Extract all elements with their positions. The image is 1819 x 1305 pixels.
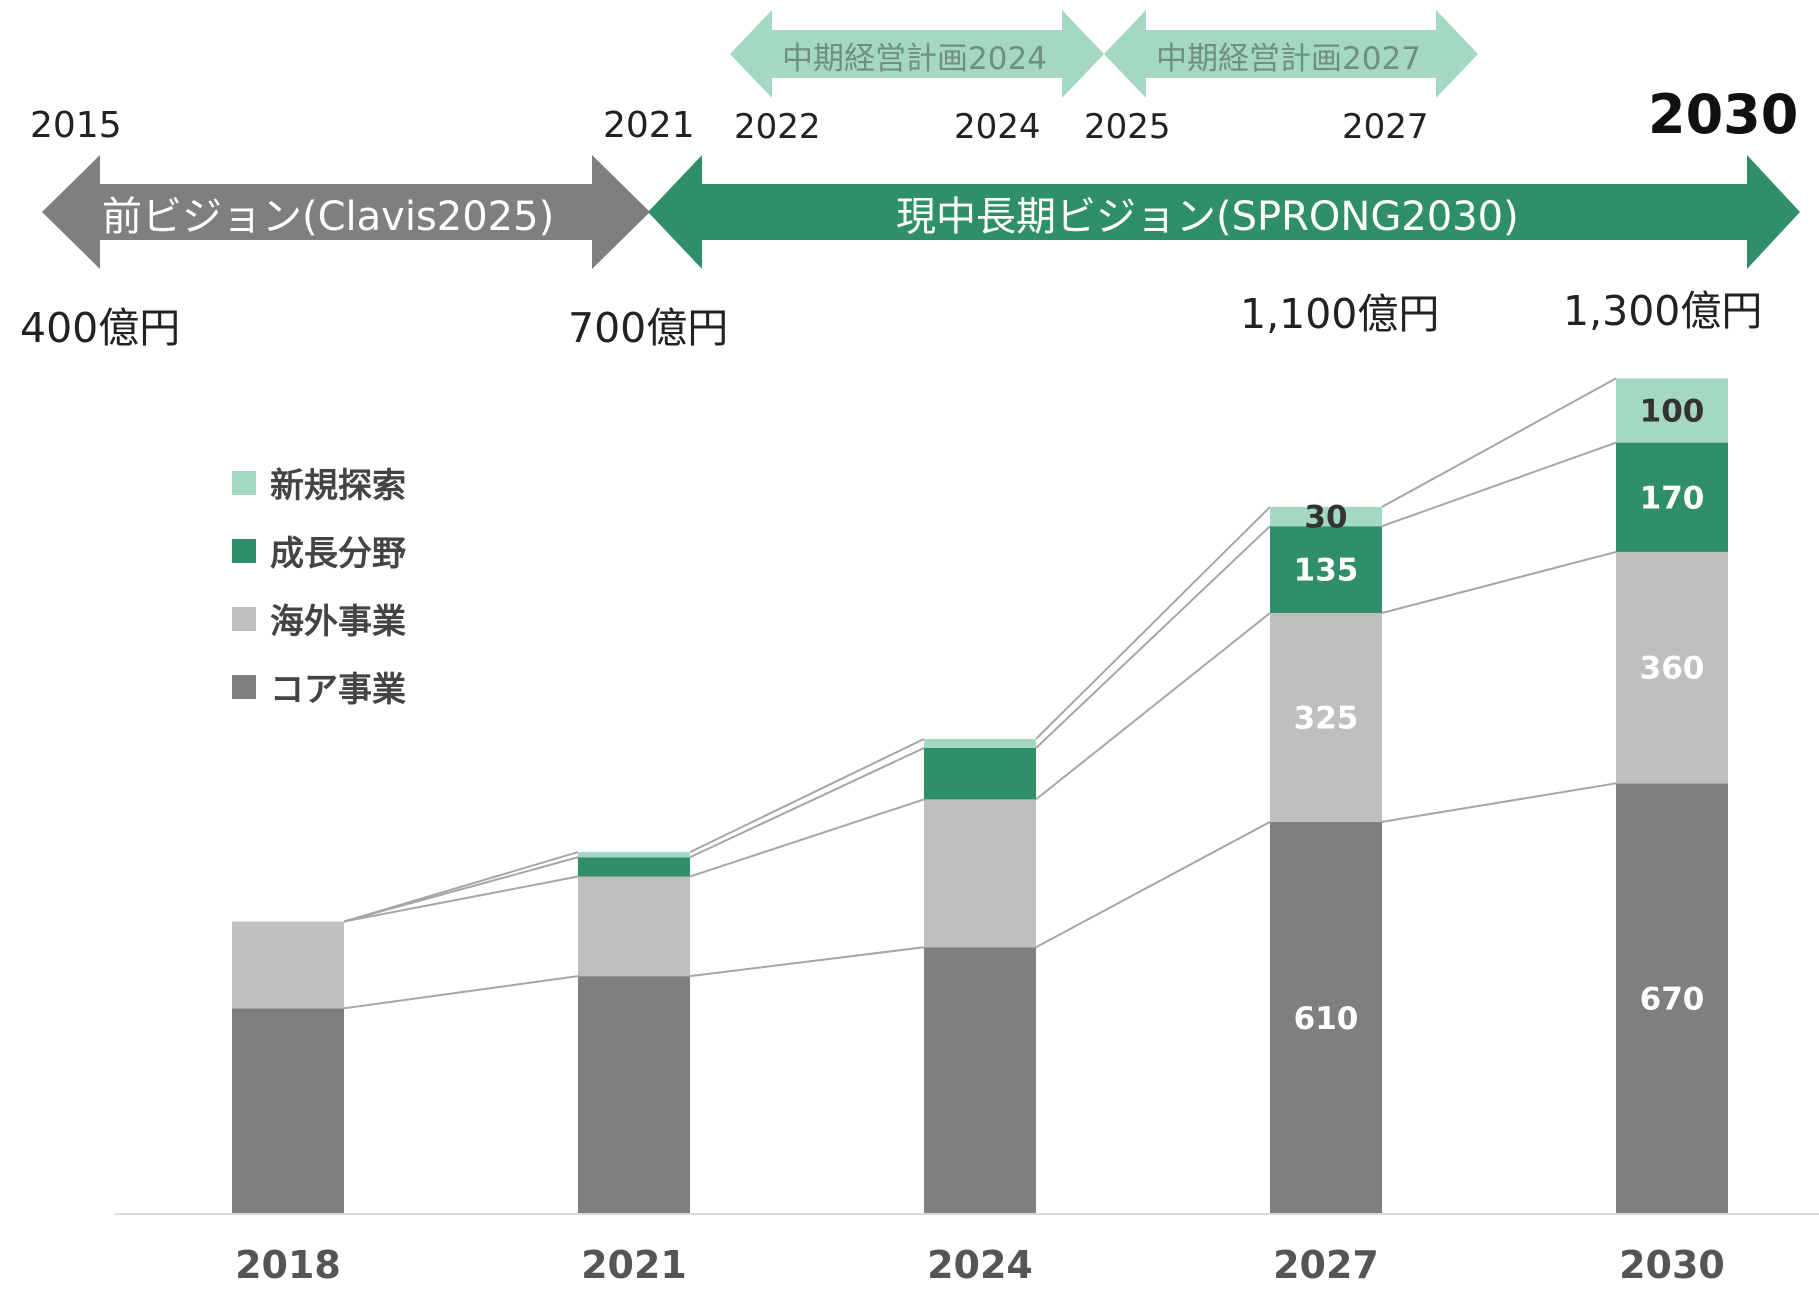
bar-core-2018 (232, 1008, 344, 1214)
x-axis-ticks: 2018 2021 2024 2027 2030 (235, 1243, 1725, 1287)
connector-new-2024 (1035, 506, 1271, 740)
legend-label: 海外事業 (270, 602, 406, 642)
legend-swatch (232, 606, 256, 631)
x-tick-2021: 2021 (581, 1243, 687, 1287)
value-label-growth-2030: 170 (1640, 480, 1705, 516)
bar-growth-2027 (1270, 526, 1382, 613)
connector-core-2027 (1381, 782, 1617, 823)
bar-core-2030 (1616, 783, 1728, 1214)
amount-2021: 700億円 (568, 304, 729, 352)
connector-core-2024 (1035, 821, 1271, 949)
bar-new-2021 (578, 852, 690, 858)
current-vision-label: 現中長期ビジョン(SPRONG2030) (896, 194, 1519, 240)
year-mid-label: 2021 (603, 105, 695, 146)
x-tick-2024: 2024 (927, 1243, 1033, 1287)
legend-item-growth: 成長分野 (232, 526, 406, 575)
year-end-label: 2030 (1648, 83, 1799, 146)
connector-growth-2021 (689, 747, 925, 859)
bar-core-2024 (924, 947, 1036, 1214)
connector-growth-2024 (1035, 525, 1271, 749)
bar-growth-2024 (924, 747, 1036, 800)
connector-core-2021 (689, 946, 925, 978)
value-label-growth-2027: 135 (1294, 553, 1359, 589)
value-labels: 610 325 135 30 670 360 170 100 (1294, 394, 1705, 1037)
bar-growth-2030 (1616, 442, 1728, 552)
amount-2030: 1,300億円 (1563, 287, 1763, 335)
current-vision-arrow (648, 155, 1800, 269)
bar-overseas-2021 (578, 876, 690, 977)
plan-2027-arrow (1104, 10, 1478, 98)
x-tick-2018: 2018 (235, 1243, 341, 1287)
previous-vision-label: 前ビジョン(Clavis2025) (102, 194, 555, 240)
plan-2027-label: 中期経営計画2027 (1156, 41, 1421, 77)
legend-item-core: コア事業 (232, 662, 406, 711)
bar-overseas-2018 (232, 921, 344, 1009)
legend-swatch (232, 470, 256, 495)
connector-growth-2027 (1381, 441, 1617, 528)
plan-2024-label: 中期経営計画2024 (782, 41, 1047, 77)
connector-overseas-2021 (689, 798, 925, 878)
value-label-core-2030: 670 (1640, 982, 1705, 1018)
bar-core-2021 (578, 976, 690, 1214)
legend-item-new-exploration: 新規探索 (232, 458, 406, 507)
legend-item-overseas: 海外事業 (232, 594, 406, 643)
legend-label: 成長分野 (270, 534, 406, 574)
value-label-new-2027: 30 (1304, 500, 1347, 536)
amount-2015: 400億円 (20, 304, 181, 352)
plan-2024-end-year: 2024 (954, 107, 1041, 147)
value-label-overseas-2027: 325 (1294, 700, 1359, 736)
connector-overseas-2018 (343, 875, 579, 923)
plan-2024-start-year: 2022 (734, 107, 821, 147)
x-tick-2027: 2027 (1273, 1243, 1379, 1287)
stacked-bars (232, 378, 1728, 1214)
year-start-label: 2015 (30, 105, 122, 146)
connector-overseas-2024 (1035, 612, 1271, 801)
x-tick-2030: 2030 (1619, 1243, 1725, 1287)
value-label-core-2027: 610 (1294, 1001, 1359, 1037)
connector-new-2018 (343, 851, 579, 923)
bar-overseas-2030 (1616, 551, 1728, 784)
legend-swatch (232, 538, 256, 563)
connector-new-2027 (1381, 377, 1617, 508)
bar-overseas-2027 (1270, 612, 1382, 822)
connector-core-2018 (343, 975, 579, 1010)
previous-vision-arrow (42, 155, 650, 269)
value-label-new-2030: 100 (1640, 394, 1705, 430)
plan-2027-start-year: 2025 (1084, 107, 1171, 147)
connector-overseas-2027 (1381, 550, 1617, 614)
plan-2027-end-year: 2027 (1342, 107, 1429, 147)
plan-2024-arrow (730, 10, 1104, 98)
bar-new-2027 (1270, 506, 1382, 527)
bar-growth-2021 (578, 857, 690, 877)
bar-new-2030 (1616, 378, 1728, 443)
connector-new-2021 (689, 738, 925, 854)
legend-swatch (232, 674, 256, 699)
bar-overseas-2024 (924, 799, 1036, 948)
bar-new-2024 (924, 738, 1036, 748)
amount-2027: 1,100億円 (1240, 290, 1440, 338)
bar-core-2027 (1270, 821, 1382, 1214)
legend-label: コア事業 (270, 670, 406, 710)
value-label-overseas-2030: 360 (1640, 651, 1705, 687)
connector-lines (343, 377, 1617, 1010)
legend-label: 新規探索 (270, 466, 406, 506)
